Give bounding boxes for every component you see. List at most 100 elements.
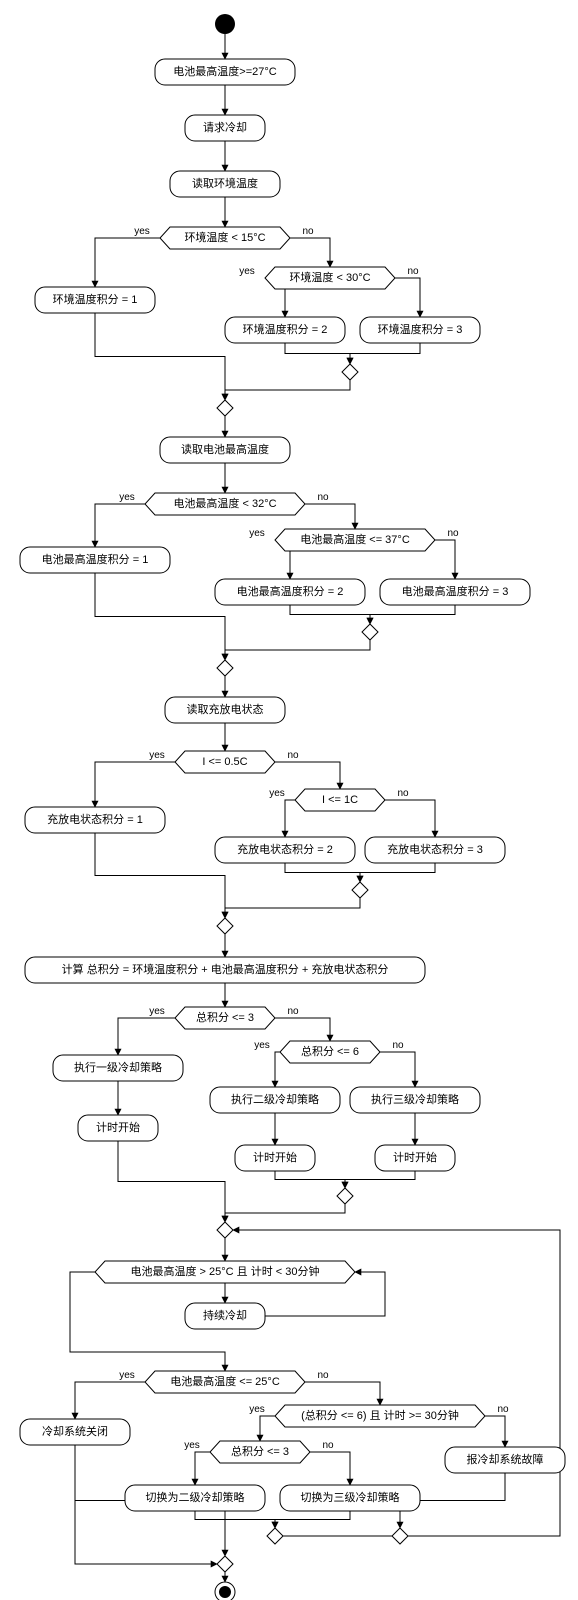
- node-n4: 读取电池最高温度: [160, 437, 290, 463]
- node-text: 计时开始: [96, 1120, 140, 1134]
- edge-label: no: [397, 788, 409, 799]
- edge-label: yes: [184, 1440, 200, 1451]
- node-text: I <= 1C: [322, 794, 358, 806]
- node-text: 电池最高温度 > 25°C 且 计时 < 30分钟: [131, 1264, 320, 1278]
- node-c3: 充放电状态积分 = 3: [365, 837, 505, 863]
- node-d1: 环境温度 < 15°C: [160, 227, 290, 249]
- node-text: 读取充放电状态: [187, 702, 264, 716]
- node-d10: 电池最高温度 <= 25°C: [145, 1371, 305, 1393]
- node-text: 电池最高温度>=27°C: [173, 64, 276, 78]
- node-end: [215, 1582, 235, 1600]
- node-m1: [342, 364, 358, 380]
- node-text: 读取环境温度: [192, 176, 258, 190]
- node-text: 环境温度积分 = 2: [243, 322, 328, 336]
- edge-label: yes: [239, 266, 255, 277]
- node-d5: I <= 0.5C: [175, 751, 275, 773]
- node-m3: [362, 624, 378, 640]
- node-start: [215, 14, 235, 34]
- node-text: 环境温度 < 30°C: [289, 270, 370, 284]
- node-m9: [267, 1528, 283, 1544]
- node-text: 充放电状态积分 = 1: [47, 812, 143, 826]
- node-text: 报冷却系统故障: [467, 1452, 544, 1466]
- node-c1: 充放电状态积分 = 1: [25, 807, 165, 833]
- node-t2: 计时开始: [235, 1145, 315, 1171]
- edge-label: no: [287, 750, 299, 761]
- node-text: 持续冷却: [203, 1308, 247, 1322]
- node-text: 请求冷却: [203, 121, 247, 134]
- node-n6: 计算 总积分 = 环境温度积分 + 电池最高温度积分 + 充放电状态积分: [25, 957, 425, 983]
- node-d12: 总积分 <= 3: [210, 1441, 310, 1463]
- node-text: 总积分 <= 3: [231, 1444, 289, 1458]
- edge-label: yes: [119, 492, 135, 503]
- node-text: (总积分 <= 6) 且 计时 >= 30分钟: [301, 1408, 459, 1422]
- node-text: 环境温度积分 = 1: [53, 292, 138, 306]
- edge-label: no: [317, 492, 329, 503]
- node-text: 计算 总积分 = 环境温度积分 + 电池最高温度积分 + 充放电状态积分: [62, 962, 389, 976]
- edge-label: no: [322, 1440, 334, 1451]
- node-a2: 环境温度积分 = 2: [225, 317, 345, 343]
- node-m5: [352, 882, 368, 898]
- edge-label: yes: [149, 750, 165, 761]
- node-m4: [217, 660, 233, 676]
- edge-label: yes: [149, 1006, 165, 1017]
- node-h2: 切换为三级冷却策略: [280, 1485, 420, 1511]
- flowchart-canvas: yesnoyesnoyesnoyesnoyesnoyesnoyesnoyesno…: [0, 0, 578, 1600]
- node-text: 计时开始: [393, 1150, 437, 1164]
- node-d11: (总积分 <= 6) 且 计时 >= 30分钟: [275, 1405, 485, 1427]
- node-a3: 环境温度积分 = 3: [360, 317, 480, 343]
- node-n5: 读取充放电状态: [165, 697, 285, 723]
- node-c2: 充放电状态积分 = 2: [215, 837, 355, 863]
- edge-label: yes: [134, 226, 150, 237]
- edge-label: no: [302, 226, 314, 237]
- node-e2: 执行二级冷却策略: [210, 1087, 340, 1113]
- node-text: 电池最高温度 < 32°C: [173, 496, 276, 510]
- edge-label: no: [392, 1040, 404, 1051]
- node-t3: 计时开始: [375, 1145, 455, 1171]
- node-b1: 电池最高温度积分 = 1: [20, 547, 170, 573]
- node-m2: [217, 400, 233, 416]
- edge-label: yes: [249, 528, 265, 539]
- node-g2: 报冷却系统故障: [445, 1447, 565, 1473]
- node-d3: 电池最高温度 < 32°C: [145, 493, 305, 515]
- node-n1: 电池最高温度>=27°C: [155, 59, 295, 85]
- node-d6: I <= 1C: [295, 789, 385, 811]
- node-m6: [217, 918, 233, 934]
- node-text: 电池最高温度 <= 37°C: [300, 532, 410, 546]
- node-text: 电池最高温度积分 = 1: [42, 552, 149, 566]
- node-text: I <= 0.5C: [202, 756, 247, 768]
- node-text: 环境温度 < 15°C: [184, 230, 265, 244]
- node-b3: 电池最高温度积分 = 3: [380, 579, 530, 605]
- edge-label: yes: [119, 1370, 135, 1381]
- node-n2: 请求冷却: [185, 115, 265, 141]
- node-text: 充放电状态积分 = 2: [237, 842, 333, 856]
- node-m11: [217, 1556, 233, 1572]
- node-text: 执行二级冷却策略: [231, 1092, 319, 1106]
- node-text: 电池最高温度积分 = 3: [402, 584, 509, 598]
- node-n3: 读取环境温度: [170, 171, 280, 197]
- node-e3: 执行三级冷却策略: [350, 1087, 480, 1113]
- node-m7: [337, 1188, 353, 1204]
- node-text: 电池最高温度 <= 25°C: [170, 1374, 280, 1388]
- node-text: 环境温度积分 = 3: [378, 322, 463, 336]
- node-d8: 总积分 <= 6: [280, 1041, 380, 1063]
- node-text: 切换为三级冷却策略: [301, 1490, 400, 1504]
- node-text: 充放电状态积分 = 3: [387, 842, 483, 856]
- node-d7: 总积分 <= 3: [175, 1007, 275, 1029]
- node-m10: [392, 1528, 408, 1544]
- edge-label: yes: [254, 1040, 270, 1051]
- node-text: 冷却系统关闭: [42, 1424, 108, 1438]
- node-text: 执行三级冷却策略: [371, 1092, 459, 1106]
- node-text: 计时开始: [253, 1150, 297, 1164]
- node-e1: 执行一级冷却策略: [53, 1055, 183, 1081]
- node-b2: 电池最高温度积分 = 2: [215, 579, 365, 605]
- node-d9: 电池最高温度 > 25°C 且 计时 < 30分钟: [95, 1261, 355, 1283]
- node-t1: 计时开始: [78, 1115, 158, 1141]
- node-text: 读取电池最高温度: [181, 442, 269, 456]
- node-m8: [217, 1222, 233, 1238]
- node-text: 电池最高温度积分 = 2: [237, 584, 344, 598]
- edge-label: yes: [269, 788, 285, 799]
- edge-label: no: [497, 1404, 509, 1415]
- node-h1: 切换为二级冷却策略: [125, 1485, 265, 1511]
- node-text: 切换为二级冷却策略: [146, 1490, 245, 1504]
- node-g1: 冷却系统关闭: [20, 1419, 130, 1445]
